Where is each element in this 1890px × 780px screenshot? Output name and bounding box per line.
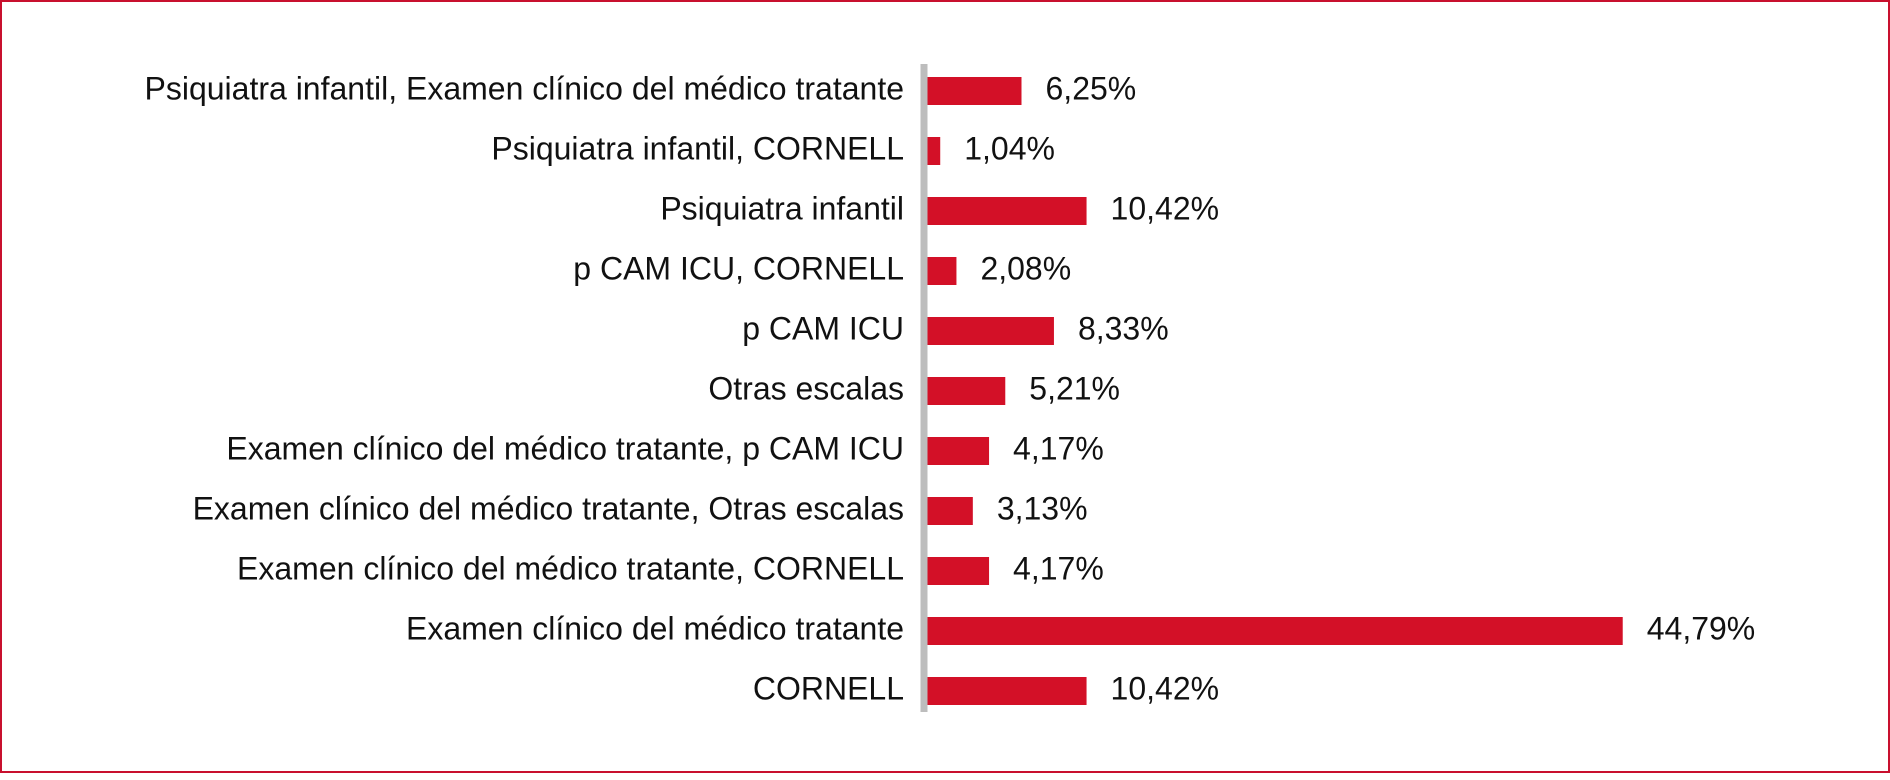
value-label: 5,21% <box>1029 370 1120 406</box>
category-label: Examen clínico del médico tratante, p CA… <box>226 430 904 466</box>
category-label: Otras escalas <box>708 370 904 406</box>
category-label: Psiquiatra infantil, CORNELL <box>491 130 904 166</box>
value-label: 6,25% <box>1046 70 1137 106</box>
bars <box>924 77 1623 705</box>
category-label: p CAM ICU <box>742 310 904 346</box>
value-label: 8,33% <box>1078 310 1169 346</box>
value-label: 10,42% <box>1111 670 1220 706</box>
value-label: 10,42% <box>1111 190 1220 226</box>
category-label: p CAM ICU, CORNELL <box>573 250 904 286</box>
bar <box>924 317 1054 345</box>
bar <box>924 197 1087 225</box>
bar <box>924 617 1623 645</box>
value-label: 4,17% <box>1013 550 1104 586</box>
category-label: Examen clínico del médico tratante, Otra… <box>193 490 904 526</box>
bar <box>924 257 957 285</box>
bar <box>924 377 1006 405</box>
bar <box>924 137 941 165</box>
category-label: Psiquiatra infantil, Examen clínico del … <box>145 70 905 106</box>
value-label: 4,17% <box>1013 430 1104 466</box>
category-labels: Psiquiatra infantil, Examen clínico del … <box>145 70 905 706</box>
category-label: Examen clínico del médico tratante, CORN… <box>237 550 904 586</box>
value-labels: 6,25% 1,04% 10,42% 2,08%8,33% 5,21% 4,17% 3,13… <box>964 70 1755 706</box>
value-label: 1,04% <box>964 130 1055 166</box>
bar <box>924 677 1087 705</box>
bar <box>924 557 990 585</box>
value-label: 3,13% <box>997 490 1088 526</box>
bar <box>924 77 1022 105</box>
bar <box>924 497 973 525</box>
category-label: CORNELL <box>753 670 904 706</box>
value-label: 44,79% <box>1647 610 1756 646</box>
bar <box>924 437 990 465</box>
category-label: Examen clínico del médico tratante <box>406 610 904 646</box>
value-label: 2,08% <box>980 250 1071 286</box>
category-label: Psiquiatra infantil <box>660 190 904 226</box>
